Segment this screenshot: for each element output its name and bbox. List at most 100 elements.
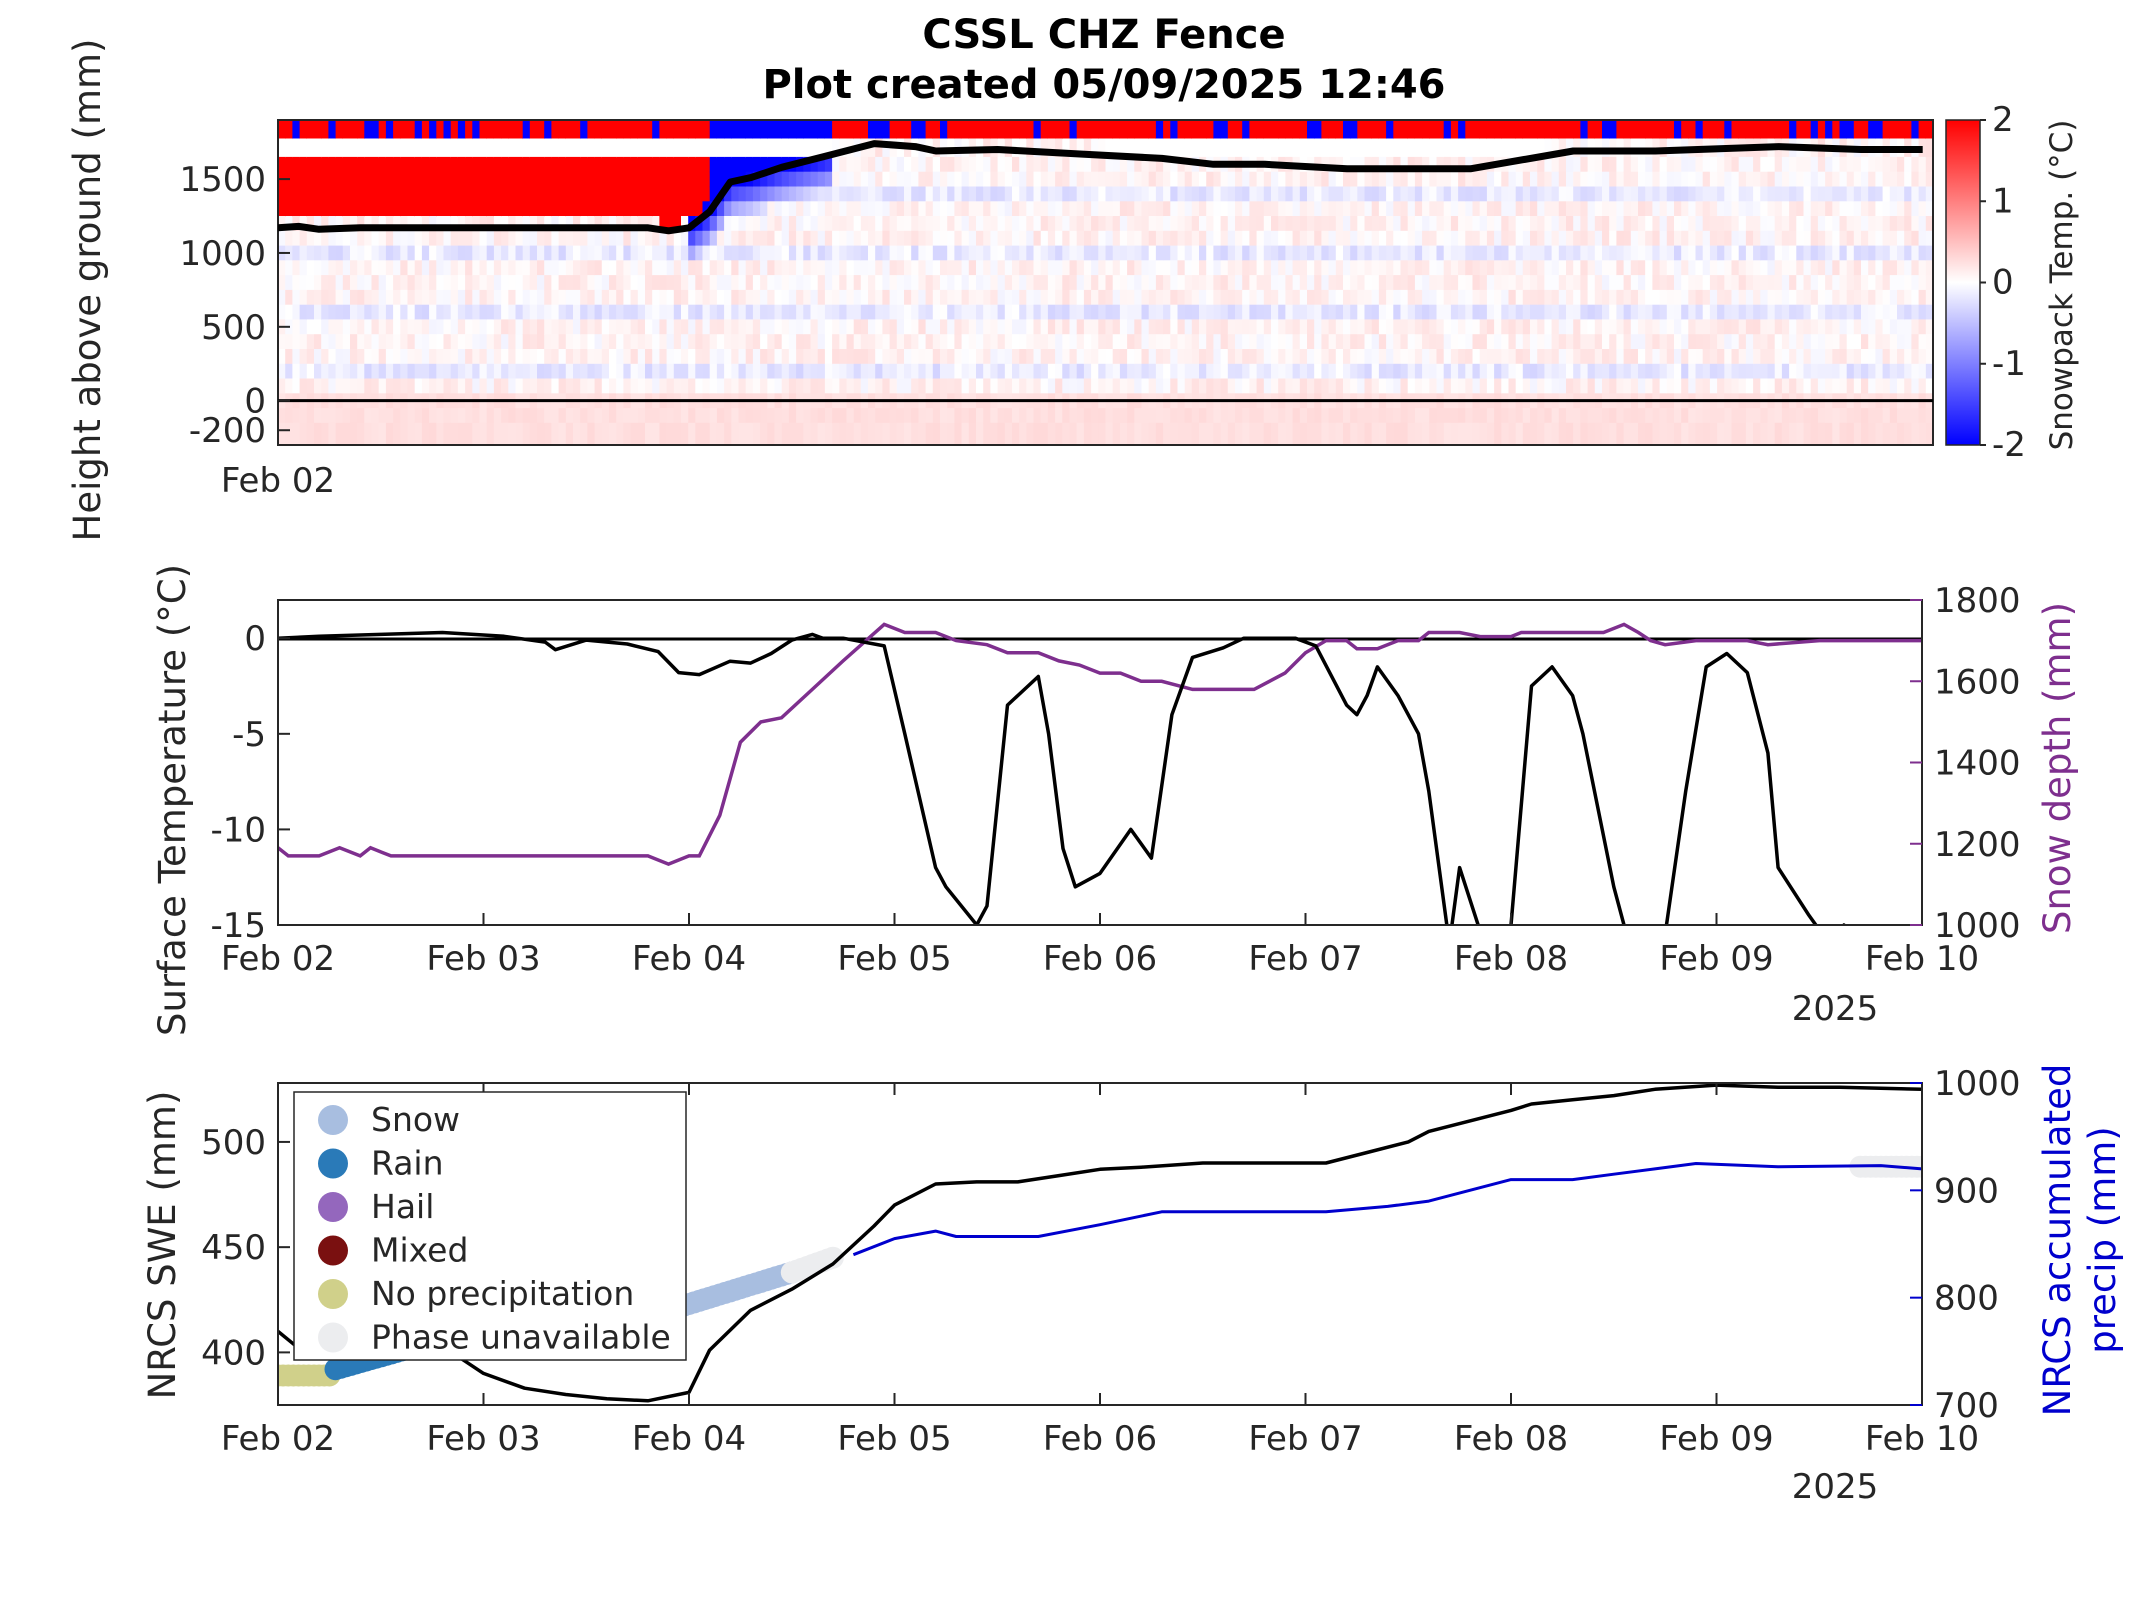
- heatmap-cell: [1256, 120, 1265, 140]
- heatmap-cell: [342, 171, 351, 188]
- heatmap-cell: [1580, 171, 1589, 188]
- heatmap-cell: [1515, 363, 1524, 380]
- heatmap-cell: [1429, 289, 1438, 306]
- heatmap-cell: [1479, 260, 1488, 276]
- heatmap-cell: [1753, 334, 1761, 350]
- heatmap-cell: [803, 171, 812, 188]
- heatmap-cell: [385, 120, 394, 140]
- heatmap-cell: [328, 304, 337, 321]
- heatmap-cell: [1609, 216, 1617, 232]
- heatmap-cell: [1897, 363, 1905, 380]
- heatmap-cell: [486, 230, 495, 247]
- heatmap-cell: [688, 156, 696, 173]
- heatmap-cell: [702, 156, 711, 173]
- heatmap-cell: [1702, 120, 1711, 140]
- heatmap-cell: [1307, 408, 1315, 424]
- heatmap-cell: [623, 245, 632, 261]
- heatmap-cell: [1695, 378, 1704, 394]
- heatmap-cell: [1616, 171, 1625, 188]
- heatmap-cell: [968, 201, 977, 217]
- heatmap-cell: [1191, 334, 1200, 350]
- heatmap-cell: [918, 378, 927, 394]
- heatmap-cell: [278, 363, 286, 380]
- heatmap-cell: [688, 275, 696, 291]
- heatmap-cell: [544, 230, 552, 247]
- heatmap-cell: [832, 334, 840, 350]
- heatmap-cell: [1861, 275, 1869, 291]
- heatmap-cell: [1709, 289, 1718, 306]
- heatmap-cell: [1321, 275, 1330, 291]
- heatmap-cell: [1105, 422, 1114, 445]
- heatmap-cell: [997, 408, 1006, 424]
- heatmap-cell: [1501, 186, 1510, 202]
- heatmap-cell: [1638, 171, 1646, 188]
- heatmap-cell: [321, 138, 329, 158]
- heatmap-cell: [673, 216, 682, 232]
- heatmap-cell: [1307, 304, 1315, 321]
- heatmap-cell: [429, 216, 437, 232]
- heatmap-cell: [1868, 230, 1876, 247]
- heatmap-cell: [1889, 156, 1898, 173]
- heatmap-cell: [702, 363, 711, 380]
- heatmap-cell: [1817, 408, 1826, 424]
- heatmap-cell: [1148, 349, 1157, 365]
- heatmap-cell: [278, 378, 286, 394]
- heatmap-cell: [443, 201, 452, 217]
- heatmap-cell: [1645, 319, 1653, 335]
- heatmap-cell: [954, 334, 963, 350]
- heatmap-cell: [688, 363, 696, 380]
- heatmap-cell: [1659, 304, 1668, 321]
- heatmap-cell: [580, 363, 588, 380]
- heatmap-cell: [436, 156, 445, 173]
- heatmap-cell: [1861, 304, 1869, 321]
- heatmap-cell: [1249, 334, 1258, 350]
- heatmap-cell: [1407, 334, 1416, 350]
- heatmap-cell: [421, 408, 430, 424]
- heatmap-cell: [529, 319, 538, 335]
- heatmap-cell: [278, 201, 286, 217]
- heatmap-cell: [1343, 171, 1351, 188]
- heatmap-cell: [400, 260, 409, 276]
- heatmap-cell: [1033, 363, 1042, 380]
- heatmap-cell: [1868, 245, 1876, 261]
- heatmap-cell: [954, 275, 963, 291]
- heatmap-cell: [1918, 349, 1927, 365]
- heatmap-cell: [1148, 260, 1157, 276]
- heatmap-cell: [321, 230, 329, 247]
- heatmap-cell: [1796, 216, 1805, 232]
- heatmap-cell: [1119, 304, 1128, 321]
- heatmap-cell: [407, 260, 416, 276]
- heatmap-cell: [681, 408, 689, 424]
- heatmap-cell: [443, 156, 452, 173]
- heatmap-cell: [594, 289, 603, 306]
- heatmap-cell: [846, 171, 855, 188]
- heatmap-cell: [853, 304, 862, 321]
- heatmap-cell: [1666, 289, 1675, 306]
- heatmap-cell: [1213, 422, 1222, 445]
- heatmap-cell: [1213, 230, 1222, 247]
- heatmap-cell: [1076, 363, 1085, 380]
- heatmap-cell: [1076, 275, 1085, 291]
- heatmap-cell: [990, 201, 999, 217]
- heatmap-cell: [1422, 186, 1430, 202]
- heatmap-cell: [421, 363, 430, 380]
- heatmap-cell: [1443, 186, 1452, 202]
- heatmap-cell: [1904, 186, 1912, 202]
- heatmap-cell: [1702, 378, 1711, 394]
- heatmap-cell: [767, 408, 776, 424]
- heatmap-cell: [1709, 363, 1718, 380]
- heatmap-cell: [537, 363, 545, 380]
- heatmap-cell: [1717, 120, 1725, 140]
- heatmap-cell: [1141, 230, 1150, 247]
- heatmap-cell: [1731, 171, 1740, 188]
- heatmap-cell: [400, 171, 409, 188]
- heatmap-cell: [1083, 201, 1092, 217]
- heatmap-cell: [1335, 334, 1344, 350]
- heatmap-cell: [1105, 201, 1114, 217]
- heatmap-cell: [299, 120, 308, 140]
- heatmap-cell: [796, 186, 804, 202]
- heatmap-cell: [609, 120, 617, 140]
- heatmap-cell: [1911, 230, 1920, 247]
- heatmap-cell: [443, 186, 452, 202]
- heatmap-cell: [465, 408, 473, 424]
